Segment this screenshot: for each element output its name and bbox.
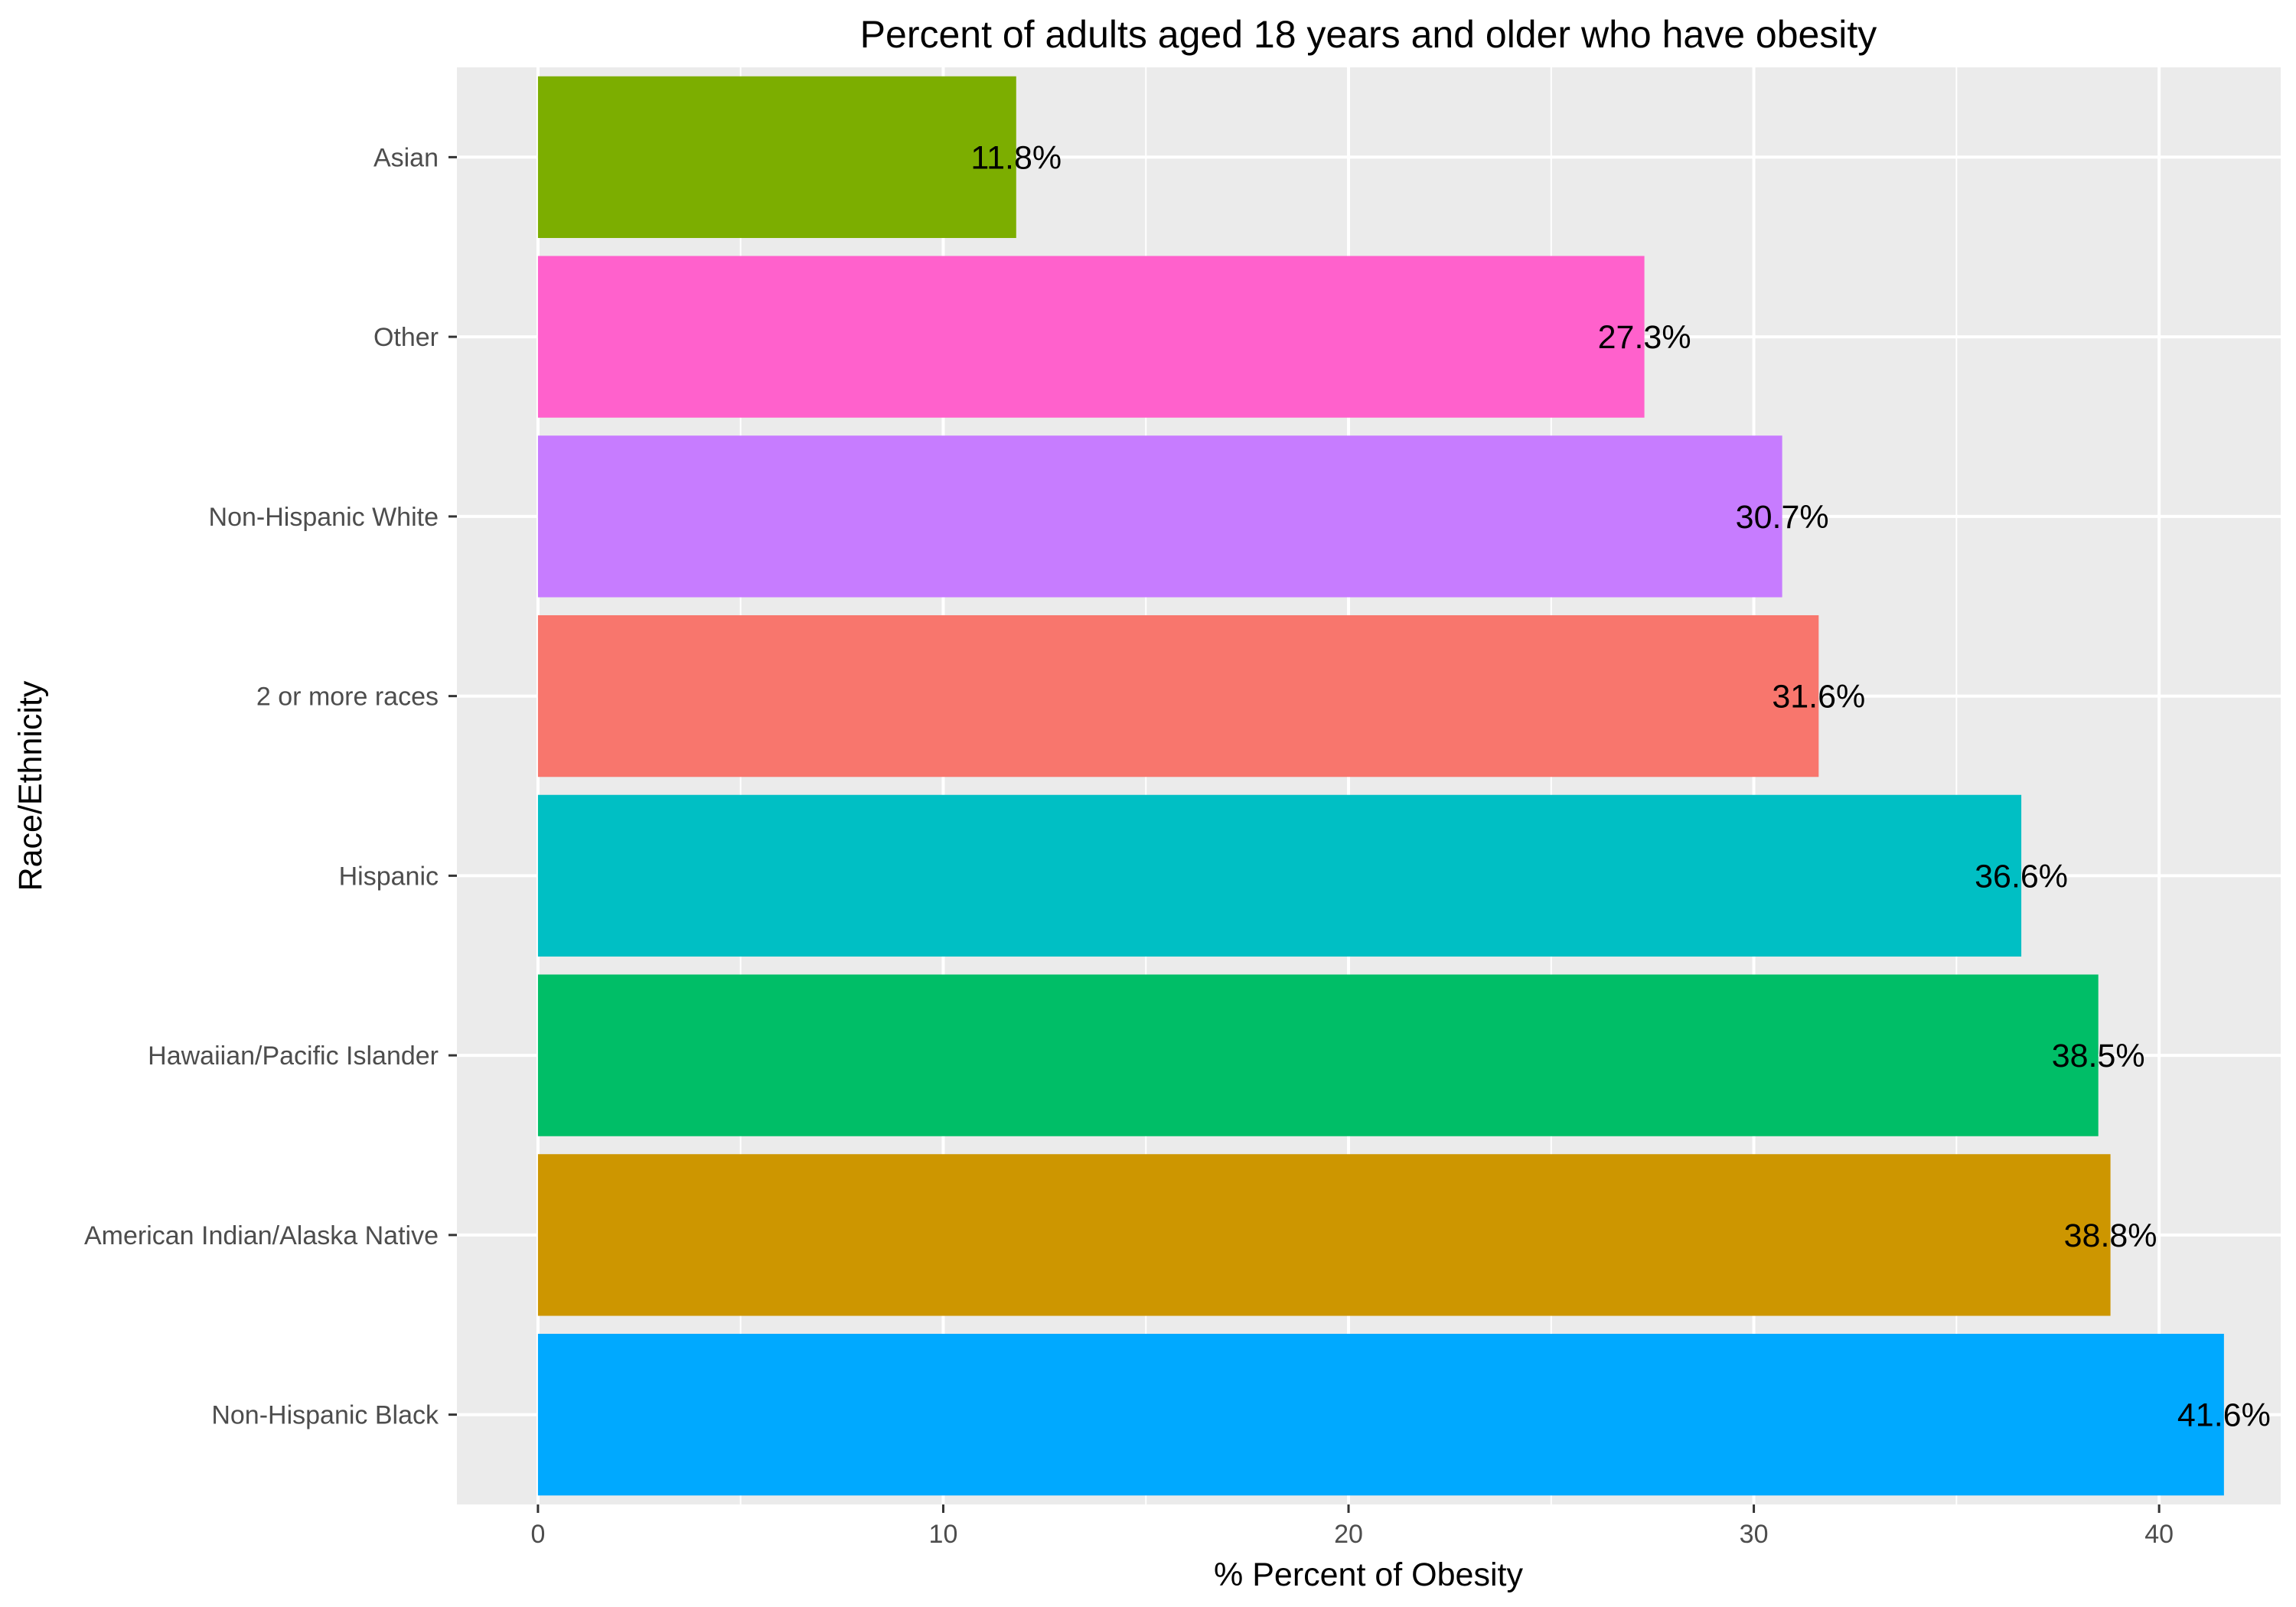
bar [537, 1333, 2224, 1496]
x-tick-label: 0 [530, 1520, 545, 1549]
bars [537, 76, 2224, 1496]
bar [537, 1154, 2111, 1316]
y-tick-label: Asian [373, 143, 439, 172]
y-tick-label: Other [373, 323, 439, 352]
bar [537, 974, 2099, 1136]
x-tick-label: 40 [2144, 1520, 2174, 1549]
data-label: 38.8% [2064, 1217, 2157, 1254]
y-tick-label: 2 or more races [256, 683, 439, 712]
bar [537, 435, 1782, 598]
data-label: 30.7% [1736, 499, 1829, 536]
data-label: 31.6% [1772, 679, 1865, 715]
bar [537, 794, 2022, 957]
chart-title: Percent of adults aged 18 years and olde… [860, 13, 1877, 56]
y-tick-label: Hispanic [339, 862, 439, 891]
data-label: 41.6% [2177, 1397, 2271, 1434]
y-axis-title: Race/Ethnicity [12, 680, 49, 891]
bar-labels: 11.8% 27.3% 30.7% 31.6% 36.6% 38.5% 38.8% 41.6% [970, 139, 2270, 1433]
bar [537, 76, 1016, 239]
y-tick-label: Non-Hispanic Black [211, 1401, 439, 1430]
y-axis: Asian Other Non-Hispanic White 2 or more ra… [84, 143, 457, 1430]
y-tick-label: American Indian/Alaska Native [84, 1221, 439, 1250]
data-label: 38.5% [2052, 1038, 2145, 1074]
data-label: 36.6% [1975, 858, 2068, 895]
x-tick-label: 10 [929, 1520, 958, 1549]
y-tick-label: Hawaiian/Pacific Islander [148, 1041, 439, 1071]
bar [537, 256, 1645, 418]
x-axis-title: % Percent of Obesity [1214, 1556, 1523, 1593]
data-label: 11.8% [970, 139, 1062, 176]
x-axis: 0 10 20 30 40 [530, 1504, 2174, 1549]
x-tick-label: 20 [1334, 1520, 1363, 1549]
bar [537, 614, 1819, 777]
data-label: 27.3% [1598, 319, 1691, 356]
x-tick-label: 30 [1740, 1520, 1769, 1549]
y-tick-label: Non-Hispanic White [209, 503, 439, 532]
